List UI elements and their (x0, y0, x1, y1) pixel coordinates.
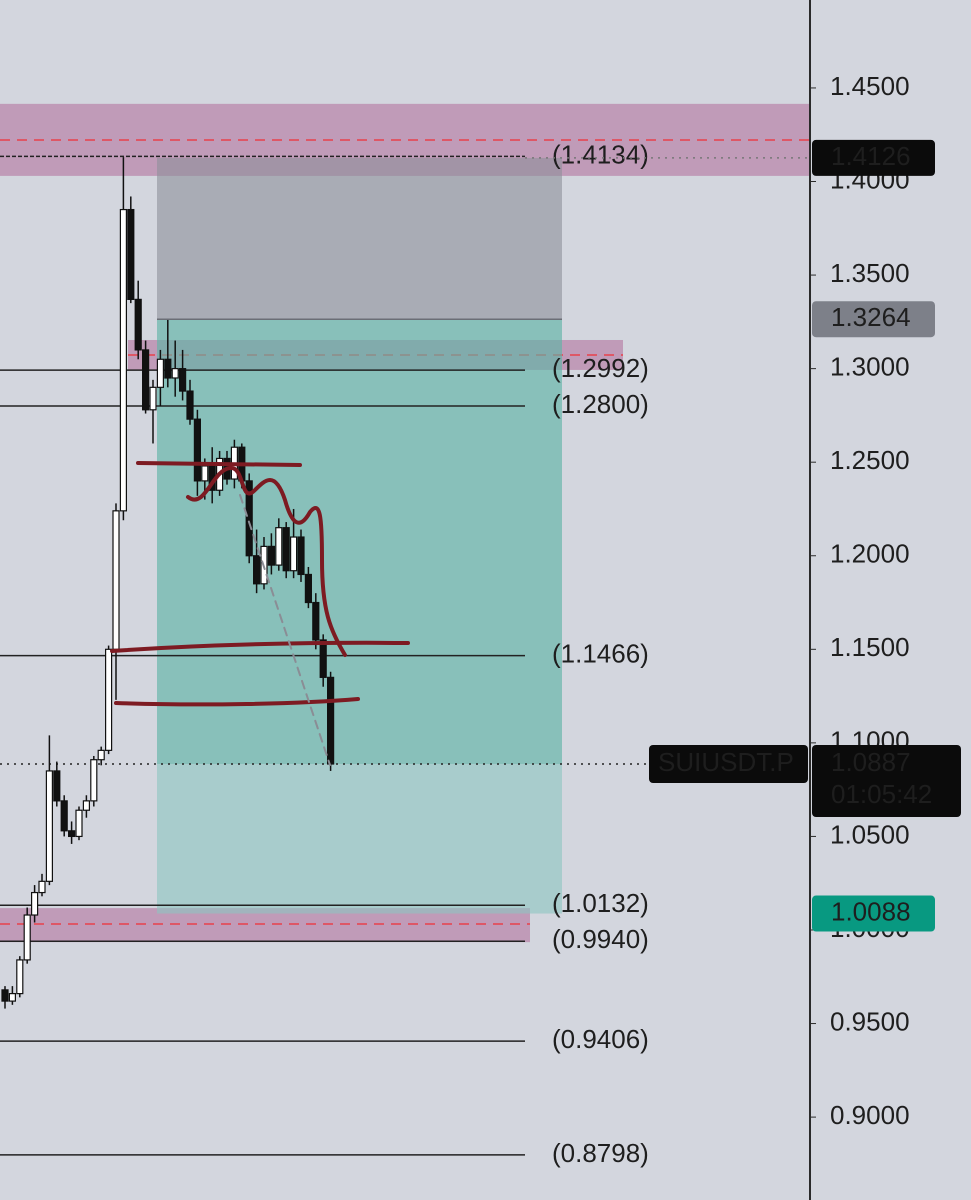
candle-body (149, 386, 157, 411)
candle-body (327, 676, 335, 765)
candle-body (75, 809, 83, 838)
candle-body (297, 536, 305, 576)
last-price-tag (812, 745, 961, 818)
countdown-label: 01:05:42 (831, 779, 932, 809)
candle-body (290, 536, 298, 572)
symbol-tag (649, 745, 808, 784)
drawn-line (136, 461, 302, 467)
last-price-label: 1.0887 (831, 747, 911, 777)
candle-body (119, 208, 128, 512)
symbol-label: SUIUSDT.P (658, 747, 794, 777)
candle-body (282, 527, 290, 572)
candle-body (8, 993, 16, 1002)
candle-body (45, 770, 54, 882)
level-label: (1.2992) (552, 353, 649, 383)
drawn-line (114, 697, 360, 707)
drawn-curve (186, 466, 347, 657)
y-tick-label: 1.3000 (830, 352, 910, 382)
candle-body (245, 480, 253, 557)
profit-zone (157, 764, 562, 914)
candle-body (112, 510, 120, 650)
drawn-line (110, 640, 410, 653)
price-tag-label: 1.4126 (831, 141, 911, 171)
candle-body (275, 527, 283, 566)
stop-zone (157, 157, 562, 320)
zone (0, 908, 530, 943)
candle-body (267, 545, 275, 566)
level-label: (0.8798) (552, 1138, 649, 1168)
candle-body (164, 358, 172, 379)
candle-body (179, 368, 187, 392)
price-tag (812, 301, 935, 338)
y-tick-label: 1.0500 (830, 819, 910, 849)
drawings (110, 461, 410, 766)
candle-body (97, 749, 105, 761)
profit-zone-filled (157, 319, 562, 765)
price-tag (812, 895, 935, 932)
candle-body (156, 358, 164, 388)
candle-body (253, 555, 261, 585)
candle-body (319, 639, 327, 678)
level-label: (0.9940) (552, 924, 649, 954)
candle-body (53, 770, 61, 802)
candle-body (186, 390, 194, 420)
level-label: (1.4134) (552, 139, 649, 169)
candle-body (31, 891, 39, 916)
y-tick-label: 1.2500 (830, 445, 910, 475)
y-tick-label: 1.2000 (830, 539, 910, 569)
candle-body (142, 349, 150, 411)
candle-body (134, 298, 142, 351)
candle-body (90, 759, 98, 802)
level-label: (1.1466) (552, 639, 649, 669)
y-tick-label: 1.3500 (830, 258, 910, 288)
candle-body (312, 601, 320, 641)
level-label: (1.0132) (552, 888, 649, 918)
price-tag-label: 1.0088 (831, 896, 911, 926)
candle-body (127, 208, 135, 300)
candle-body (304, 573, 312, 604)
y-tick-label: 1.1500 (830, 632, 910, 662)
y-tick-label: 1.4500 (830, 71, 910, 101)
candle-body (104, 648, 113, 751)
candle-body (171, 368, 179, 379)
candle-body (23, 914, 31, 961)
candle-body (60, 800, 68, 832)
candle-body (16, 959, 24, 995)
candle-body (1, 989, 9, 1002)
candle-body (193, 418, 201, 482)
y-tick-label: 0.9500 (830, 1006, 910, 1036)
candle-body (82, 800, 91, 811)
candle-body (201, 465, 209, 482)
level-label: (1.2800) (552, 389, 649, 419)
level-label: (0.9406) (552, 1024, 649, 1054)
price-tag (812, 139, 935, 176)
candle-body (38, 880, 46, 894)
candle-body (67, 830, 76, 838)
price-tag-label: 1.3264 (831, 302, 911, 332)
projection-line (239, 494, 331, 766)
y-tick-label: 0.9000 (830, 1100, 910, 1130)
